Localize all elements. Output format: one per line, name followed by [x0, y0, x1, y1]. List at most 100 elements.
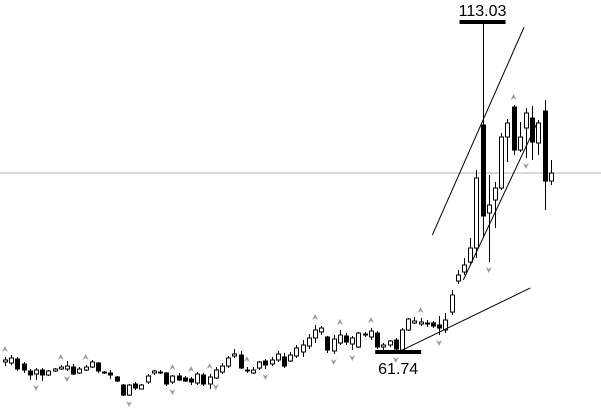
- candle-body: [108, 372, 113, 376]
- candle-body: [146, 375, 151, 383]
- bull-candle: [288, 352, 293, 362]
- bear-candle: [28, 369, 33, 381]
- fractal-up-arrow-icon: [336, 319, 343, 326]
- bull-candle: [294, 345, 299, 359]
- fractal-up-arrow-icon: [206, 363, 213, 370]
- candle-body: [301, 344, 306, 353]
- candle-body: [53, 368, 58, 372]
- candle-body: [388, 340, 393, 346]
- bear-candle: [325, 335, 330, 353]
- bull-candle: [450, 290, 455, 316]
- bull-candle: [505, 118, 510, 162]
- candle-body: [282, 356, 287, 367]
- candle-body: [127, 384, 132, 396]
- candle-body: [121, 384, 126, 396]
- candle-body: [530, 117, 535, 143]
- bull-candle: [456, 270, 461, 284]
- fractal-up-arrow-icon: [188, 365, 195, 372]
- bear-candle: [15, 356, 20, 372]
- bear-candle: [164, 372, 169, 386]
- bear-candle: [282, 352, 287, 369]
- fractal-down-arrow-icon: [522, 162, 529, 169]
- bull-candle: [536, 120, 541, 156]
- bear-candle: [189, 376, 194, 386]
- bull-candle: [549, 160, 554, 186]
- candle-body: [363, 333, 368, 336]
- fractal-down-arrow-icon: [262, 374, 269, 381]
- bear-candle: [133, 382, 138, 391]
- candle-body: [139, 384, 144, 390]
- fractal-up-arrow-icon: [57, 354, 64, 361]
- fractal-down-arrow-icon: [63, 376, 70, 383]
- bear-candle: [115, 376, 120, 383]
- fractal-up-arrow-icon: [312, 313, 319, 320]
- candle-body: [518, 136, 523, 151]
- bull-candle: [53, 368, 58, 373]
- bear-candle: [543, 100, 548, 211]
- candle-body: [9, 357, 14, 364]
- candle-body: [257, 361, 262, 369]
- candle-body: [133, 383, 138, 389]
- candle-body: [369, 330, 374, 338]
- bull-candle: [313, 324, 318, 344]
- bull-candle: [524, 107, 529, 158]
- fractal-down-arrow-icon: [212, 384, 219, 391]
- trend-lines[interactable]: [397, 26, 538, 353]
- candle-body: [524, 112, 529, 129]
- candle-body: [195, 373, 200, 384]
- candle-body: [505, 122, 510, 138]
- bear-candle: [102, 371, 107, 375]
- bear-candle: [71, 363, 76, 375]
- bull-candle: [474, 170, 479, 258]
- candle-body: [338, 334, 343, 344]
- bull-candle: [406, 318, 411, 332]
- bull-candle: [443, 313, 448, 334]
- candle-body: [170, 375, 175, 383]
- candle-body: [226, 357, 231, 367]
- bull-candle: [139, 384, 144, 390]
- bull-candle: [90, 359, 95, 369]
- candle-body: [325, 336, 330, 351]
- candle-body: [90, 361, 95, 368]
- candles: [3, 21, 554, 397]
- bear-candle: [177, 372, 182, 382]
- candle-body: [59, 366, 64, 370]
- candle-body: [164, 372, 169, 385]
- candle-body: [412, 320, 417, 324]
- candle-body: [313, 329, 318, 339]
- candle-body: [15, 358, 20, 370]
- bull-candle: [307, 333, 312, 349]
- candle-body: [270, 359, 275, 365]
- bull-candle: [388, 340, 393, 347]
- candle-body: [332, 338, 337, 352]
- candle-body: [512, 106, 517, 151]
- candle-body: [158, 371, 163, 374]
- candle-body: [40, 369, 45, 376]
- fractal-up-arrow-icon: [169, 363, 176, 370]
- candle-body: [375, 332, 380, 348]
- candle-body: [319, 327, 324, 333]
- candle-body: [437, 324, 442, 329]
- candle-body: [245, 369, 250, 372]
- candle-body: [71, 366, 76, 375]
- candle-body: [462, 264, 467, 273]
- bull-candle: [350, 335, 355, 351]
- trend-line: [431, 26, 525, 236]
- candle-body: [543, 110, 548, 182]
- fractal-down-arrow-icon: [32, 385, 39, 392]
- candle-body: [294, 347, 299, 357]
- candle-body: [77, 368, 82, 374]
- candle-body: [201, 374, 206, 385]
- bear-candle: [108, 370, 113, 380]
- bull-candle: [412, 317, 417, 325]
- candle-body: [425, 322, 430, 325]
- candle-body: [450, 294, 455, 313]
- bull-candle: [487, 175, 492, 263]
- bear-candle: [394, 337, 399, 353]
- fractal-markers: [1, 94, 529, 408]
- candle-body: [487, 204, 492, 214]
- candle-body: [406, 318, 411, 331]
- bear-candle: [512, 105, 517, 156]
- candle-body: [22, 363, 27, 371]
- candle-body: [400, 329, 405, 351]
